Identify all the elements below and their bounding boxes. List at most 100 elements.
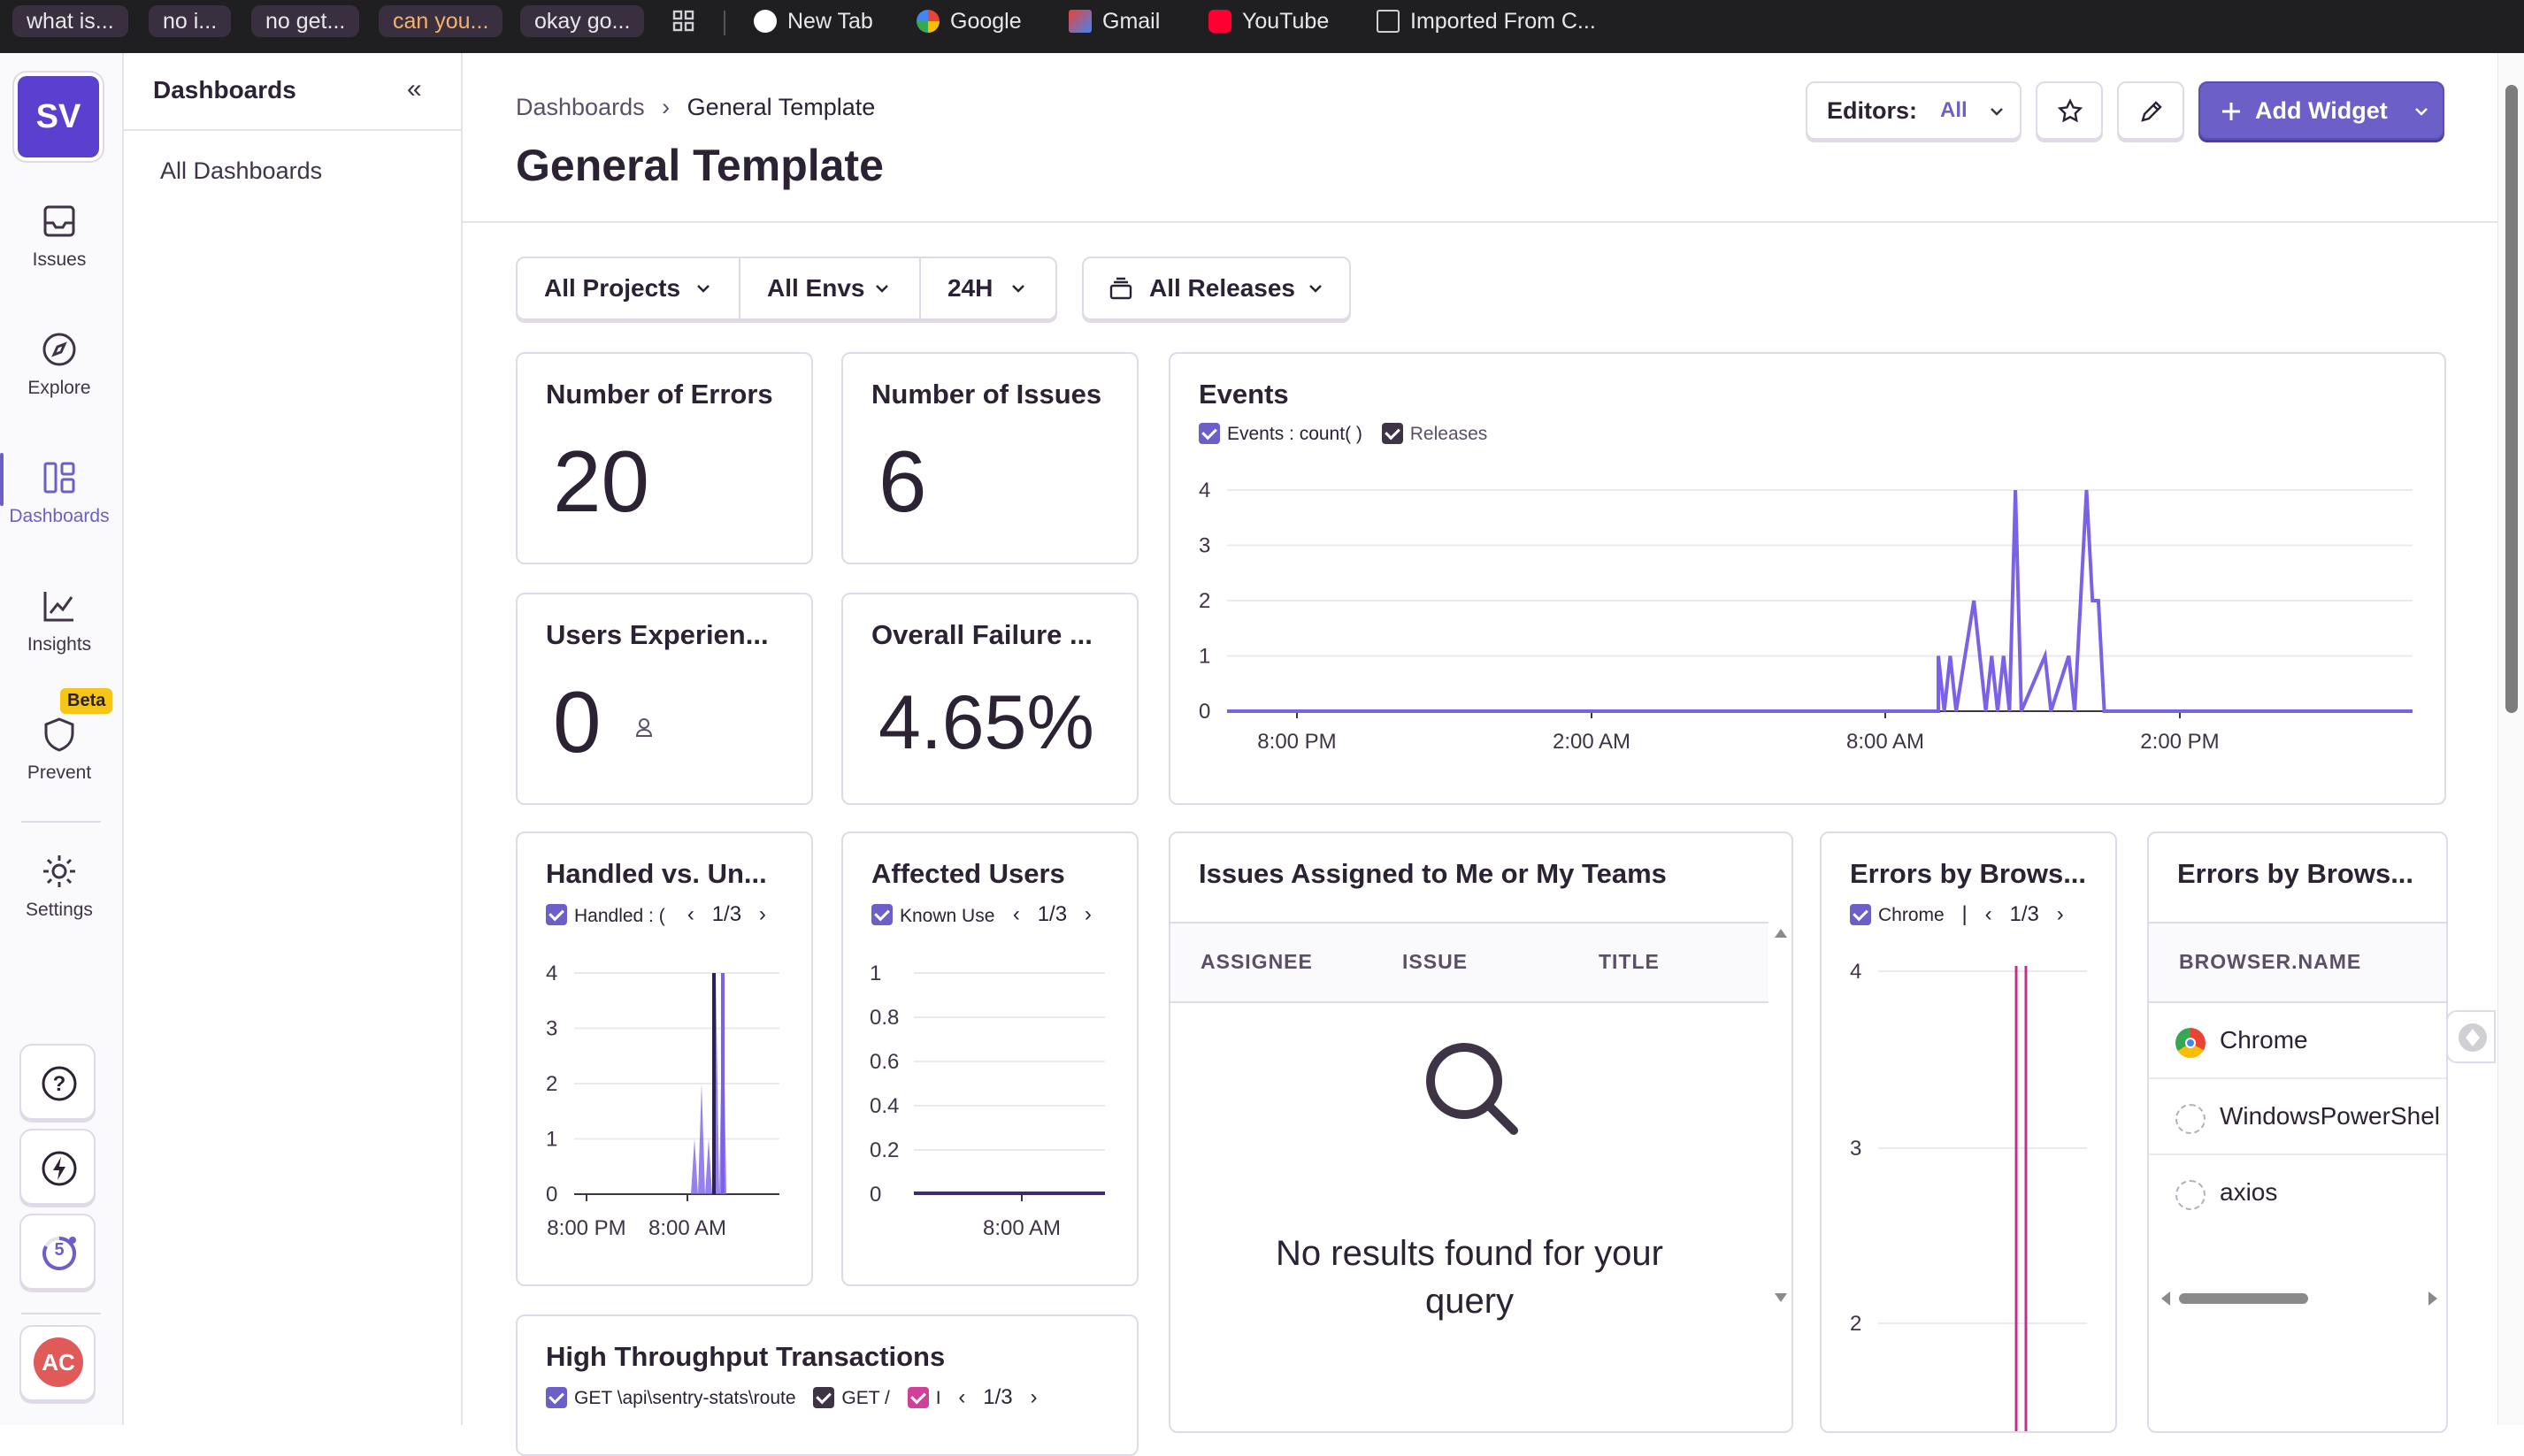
whats-new-button[interactable] — [19, 1129, 96, 1205]
nav-issues[interactable]: Issues — [0, 202, 119, 271]
bookmark-youtube[interactable]: YouTube — [1208, 5, 1329, 37]
svg-text:?: ? — [53, 1072, 66, 1096]
table-row[interactable]: WindowsPowerShel — [2149, 1079, 2446, 1155]
bookmark-2[interactable]: no i... — [149, 5, 232, 37]
legend-checkbox[interactable] — [907, 1387, 929, 1408]
chrome-icon-center — [2185, 1038, 2196, 1048]
bookmark-gmail[interactable]: Gmail — [1069, 5, 1160, 37]
legend-label: Known Use — [900, 906, 995, 926]
youtube-icon — [1208, 10, 1231, 33]
nav-dashboards[interactable]: Dashboards — [0, 458, 119, 527]
legend-prev-icon[interactable]: ‹ — [687, 902, 694, 926]
bookmark-3[interactable]: no get... — [251, 5, 360, 37]
table-scrollbar[interactable] — [1770, 922, 1791, 1311]
widget-errors-by-browser-table[interactable]: Errors by Brows... BROWSER.NAME Chrome W… — [2147, 831, 2448, 1433]
chart-legend: Events : count( ) Releases — [1199, 423, 1487, 445]
widget-number-of-errors[interactable]: Number of Errors 20 — [516, 352, 813, 564]
y-tick-label: 0 — [870, 1183, 881, 1207]
nav-dashboards-label: Dashboards — [9, 506, 110, 526]
widget-high-throughput-transactions[interactable]: High Throughput Transactions GET \api\se… — [516, 1314, 1139, 1456]
legend-next-icon[interactable]: › — [758, 902, 766, 926]
legend-checkbox[interactable] — [813, 1387, 835, 1408]
secondary-sidebar-divider — [124, 129, 463, 131]
favorite-button[interactable] — [2036, 81, 2103, 140]
widget-events[interactable]: Events Events : count( ) Releases 0 1 2 3 4 8… — [1169, 352, 2446, 805]
secondary-sidebar: Dashboards « All Dashboards — [124, 53, 463, 1425]
column-header[interactable]: BROWSER.NAME — [2179, 950, 2362, 973]
nav-active-indicator — [0, 453, 4, 506]
scrollbar-thumb[interactable] — [2505, 85, 2518, 713]
collapse-sidebar-icon[interactable]: « — [407, 74, 422, 103]
onboarding-button[interactable]: 5 — [19, 1214, 96, 1290]
bookmark-4[interactable]: can you... — [379, 5, 503, 37]
bookmark-new-tab[interactable]: New Tab — [754, 5, 873, 37]
help-button[interactable]: ? — [19, 1044, 96, 1120]
widget-issues-assigned[interactable]: Issues Assigned to Me or My Teams ASSIGN… — [1169, 831, 1793, 1433]
apps-grid-icon[interactable] — [672, 5, 695, 37]
legend-next-icon[interactable]: › — [2056, 902, 2064, 926]
widget-number-of-issues[interactable]: Number of Issues 6 — [841, 352, 1139, 564]
x-tick-label: 8:00 AM — [1846, 730, 1924, 754]
nav-settings[interactable]: Settings — [0, 852, 119, 921]
nav-insights[interactable]: Insights — [0, 586, 119, 655]
nav-explore[interactable]: Explore — [0, 330, 119, 399]
chart-legend: Handled : ( ‹ 1/3 › — [546, 902, 766, 927]
editors-value: All — [1940, 98, 1968, 122]
legend-checkbox[interactable] — [1850, 904, 1871, 925]
legend-checkbox[interactable] — [871, 904, 893, 925]
main-content: Dashboards › General Template General Te… — [463, 53, 2524, 1456]
legend-next-icon[interactable]: › — [1030, 1385, 1038, 1409]
gmail-icon — [1069, 10, 1092, 33]
widget-overall-failure-rate[interactable]: Overall Failure ... 4.65% — [841, 593, 1139, 805]
legend-prev-icon[interactable]: ‹ — [1984, 902, 1992, 926]
legend-prev-icon[interactable]: ‹ — [1012, 902, 1020, 926]
unknown-browser-icon — [2175, 1104, 2206, 1134]
floating-feedback-button[interactable] — [2446, 1010, 2496, 1063]
project-filter[interactable]: All Projects — [518, 258, 739, 318]
widget-title: Events — [1199, 379, 1289, 410]
bookmark-1[interactable]: what is... — [12, 5, 128, 37]
y-tick-label: 0.8 — [870, 1006, 899, 1030]
widget-errors-by-browser-chart[interactable]: Errors by Brows... Chrome | ‹ 1/3 › 4 3 2 — [1820, 831, 2117, 1433]
sidebar-item-all-dashboards[interactable]: All Dashboards — [160, 157, 323, 184]
legend-checkbox[interactable] — [1381, 423, 1403, 444]
column-header[interactable]: TITLE — [1599, 950, 1660, 973]
legend-pager: 1/3 — [2009, 902, 2039, 926]
page-scrollbar[interactable] — [2497, 53, 2524, 1425]
bookmark-5[interactable]: okay go... — [520, 5, 645, 37]
widget-affected-users[interactable]: Affected Users Known Use ‹ 1/3 › 0 0.2 0.4… — [841, 831, 1139, 1286]
org-avatar[interactable]: SV — [18, 76, 99, 157]
edit-dashboard-button[interactable] — [2117, 81, 2184, 140]
big-number: 6 — [878, 433, 927, 530]
bookmark-google[interactable]: Google — [917, 5, 1022, 37]
horizontal-scrollbar[interactable] — [2158, 1290, 2441, 1307]
breadcrumb-dashboards[interactable]: Dashboards — [516, 94, 645, 120]
unknown-browser-icon — [2175, 1180, 2206, 1210]
release-filter[interactable]: All Releases — [1082, 257, 1351, 320]
bookmark-imported-folder[interactable]: Imported From C... — [1377, 5, 1596, 37]
add-widget-button[interactable]: Add Widget — [2198, 81, 2444, 140]
legend-checkbox[interactable] — [546, 1387, 567, 1408]
release-icon — [1109, 277, 1132, 300]
star-icon — [2057, 98, 2083, 123]
widget-title: Overall Failure ... — [871, 619, 1093, 650]
filter-divider — [919, 258, 921, 318]
column-header[interactable]: ISSUE — [1402, 950, 1469, 973]
nav-prevent[interactable]: Prevent — [0, 715, 119, 784]
table-row[interactable]: axios — [2149, 1155, 2446, 1231]
date-range-filter[interactable]: 24H — [921, 258, 1055, 318]
widget-users-experiencing[interactable]: Users Experien... 0 — [516, 593, 813, 805]
date-range-label: 24H — [947, 274, 993, 302]
environment-filter[interactable]: All Envs — [740, 258, 919, 318]
legend-next-icon[interactable]: › — [1084, 902, 1092, 926]
widget-title: Affected Users — [871, 858, 1065, 889]
plus-icon — [2222, 103, 2240, 120]
onboarding-progress-icon — [42, 1237, 76, 1270]
legend-checkbox[interactable] — [546, 904, 567, 925]
legend-checkbox[interactable] — [1199, 423, 1220, 444]
widget-handled-vs-unhandled[interactable]: Handled vs. Un... Handled : ( ‹ 1/3 › 0 1… — [516, 831, 813, 1286]
editors-dropdown[interactable]: Editors: All — [1806, 81, 2022, 140]
table-row[interactable]: Chrome — [2149, 1003, 2446, 1079]
legend-prev-icon[interactable]: ‹ — [958, 1385, 966, 1409]
column-header[interactable]: ASSIGNEE — [1201, 950, 1313, 973]
